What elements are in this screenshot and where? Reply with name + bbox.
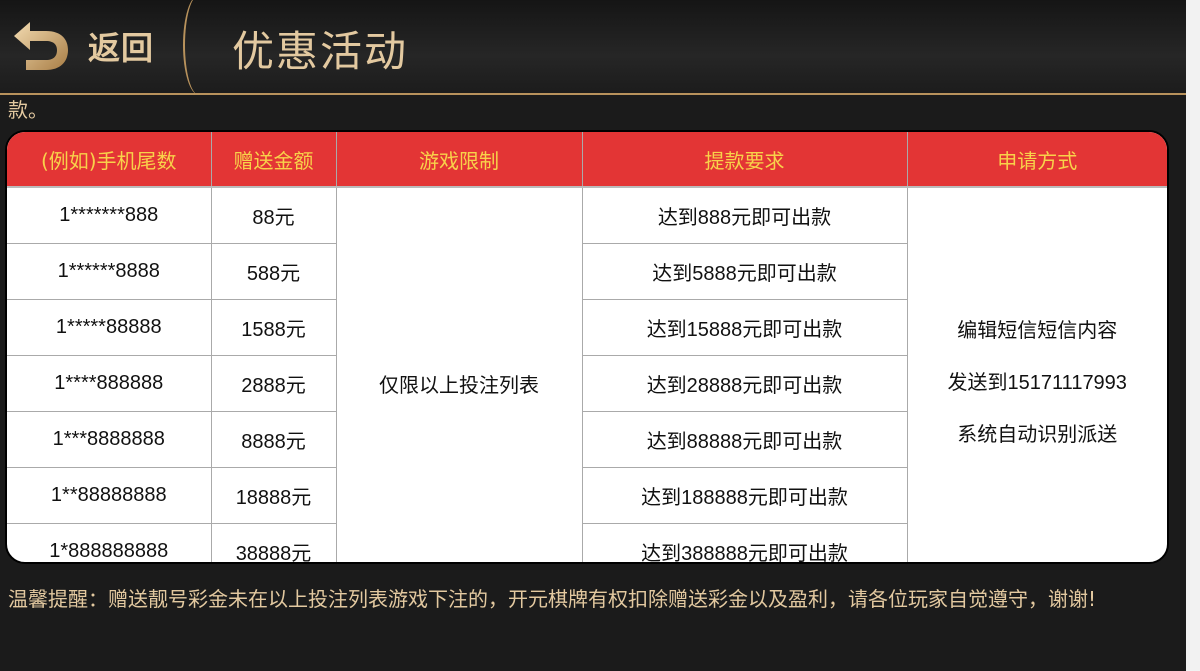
- back-button[interactable]: 返回: [10, 18, 154, 74]
- game-limit-cell: 仅限以上投注列表: [335, 186, 583, 562]
- clipped-text: 款。: [8, 98, 48, 122]
- phone-cell: 1**88888888: [7, 467, 212, 524]
- header-amount: 赠送金额: [211, 132, 337, 188]
- header-game-limit: 游戏限制: [336, 132, 583, 188]
- amount-cell: 88元: [210, 186, 337, 244]
- amount-cell: 2888元: [210, 355, 337, 412]
- table-row: 1*******888 88元 仅限以上投注列表 达到888元即可出款 编辑短信…: [7, 186, 1167, 562]
- withdraw-cell: 达到5888元即可出款: [581, 243, 907, 300]
- apply-cell: 编辑短信短信内容 发送到15171117993 系统自动识别派送: [906, 186, 1167, 562]
- header-divider: [183, 0, 215, 95]
- withdraw-cell: 达到388888元即可出款: [581, 523, 907, 562]
- header-withdraw: 提款要求: [582, 132, 908, 188]
- amount-cell: 588元: [210, 243, 337, 300]
- amount-cell: 1588元: [210, 299, 337, 356]
- withdraw-cell: 达到28888元即可出款: [581, 355, 907, 412]
- withdraw-cell: 达到15888元即可出款: [581, 299, 907, 356]
- table-row: 1*888888888 38888元 达到388888元即可出款: [7, 523, 1167, 562]
- amount-cell: 38888元: [210, 523, 337, 562]
- phone-cell: 1*888888888: [7, 523, 212, 562]
- back-arrow-icon: [14, 22, 68, 70]
- table-row: 1******8888 588元 达到5888元即可出款: [7, 243, 1167, 300]
- table-header-row: (例如)手机尾数 赠送金额 游戏限制 提款要求 申请方式: [7, 132, 1167, 188]
- page-title: 优惠活动: [232, 27, 409, 76]
- phone-cell: 1***8888888: [7, 411, 212, 468]
- back-label: 返回: [88, 29, 155, 67]
- header-apply: 申请方式: [907, 132, 1167, 188]
- phone-cell: 1*******888: [7, 186, 212, 244]
- phone-cell: 1******8888: [7, 243, 212, 300]
- header-phone: (例如)手机尾数: [7, 132, 212, 188]
- top-bar: 返回 优惠活动: [0, 0, 1186, 95]
- withdraw-cell: 达到88888元即可出款: [581, 411, 907, 468]
- right-edge-strip: [1186, 0, 1200, 671]
- notice-text: 温馨提醒：赠送靓号彩金未在以上投注列表游戏下注的，开元棋牌有权扣除赠送彩金以及盈…: [8, 587, 1097, 611]
- promo-table-card: (例如)手机尾数 赠送金额 游戏限制 提款要求 申请方式 1*******888…: [5, 130, 1169, 564]
- apply-line: 系统自动识别派送: [957, 424, 1118, 447]
- amount-cell: 8888元: [210, 411, 337, 468]
- table-row: 1***8888888 8888元 达到88888元即可出款: [7, 411, 1167, 468]
- amount-cell: 18888元: [210, 467, 337, 524]
- apply-line: 编辑短信短信内容: [957, 320, 1118, 343]
- apply-line: 发送到15171117993: [947, 372, 1127, 395]
- withdraw-cell: 达到188888元即可出款: [581, 467, 907, 524]
- phone-cell: 1****888888: [7, 355, 212, 412]
- withdraw-cell: 达到888元即可出款: [581, 186, 908, 244]
- table-row: 1*****88888 1588元 达到15888元即可出款: [7, 299, 1167, 356]
- phone-cell: 1*****88888: [7, 299, 212, 356]
- promo-table: (例如)手机尾数 赠送金额 游戏限制 提款要求 申请方式 1*******888…: [7, 132, 1167, 562]
- table-row: 1**88888888 18888元 达到188888元即可出款: [7, 467, 1167, 524]
